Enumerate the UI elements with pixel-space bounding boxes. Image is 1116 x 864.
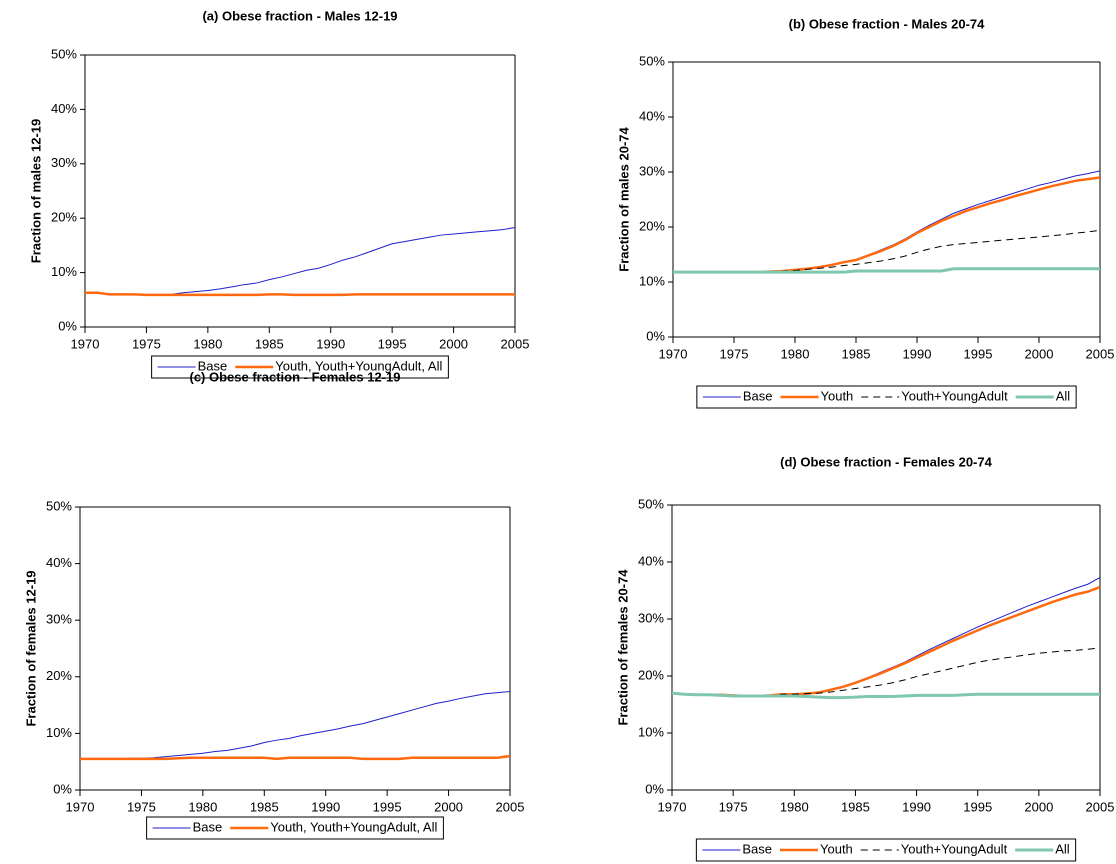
legend-label: Youth, Youth+YoungAdult, All [275,358,442,373]
legend: Base Youth Youth+YoungAdult All [696,385,1077,409]
x-tick-label: 1995 [378,336,407,351]
series-line [673,229,1101,273]
y-tick-label: 10% [638,724,664,739]
x-tick-label: 1970 [66,799,95,814]
x-tick-label: 1985 [255,336,284,351]
x-tick-label: 1975 [719,799,748,814]
x-tick-label: 1980 [781,346,810,361]
x-tick-label: 2005 [1086,799,1115,814]
x-tick-label: 2000 [439,336,468,351]
series-line [80,754,511,761]
y-tick-label: 30% [638,610,664,625]
legend-label: Youth [821,388,854,403]
legend-label: Youth [820,841,853,856]
y-tick-label: 20% [51,210,77,225]
x-tick-label: 1975 [132,336,161,351]
x-tick-label: 1970 [71,336,100,351]
y-tick-label: 10% [639,273,665,288]
x-tick-label: 1990 [903,346,932,361]
x-tick-label: 1990 [902,799,931,814]
x-tick-label: 1985 [842,346,871,361]
y-tick-label: 10% [46,725,72,740]
chart-title: (d) Obese fraction - Females 20-74 [780,454,992,469]
x-tick-label: 1990 [311,799,340,814]
y-tick-label: 30% [639,163,665,178]
legend-label: Base [193,819,223,834]
series-line [85,226,516,296]
series-line [671,691,1100,700]
y-axis-label: Fraction of females 20-74 [615,569,630,726]
x-tick-label: 1985 [250,799,279,814]
chart-title: (c) Obese fraction - Females 12-19 [190,369,401,384]
y-tick-label: 0% [58,318,77,333]
legend-box [146,816,444,840]
y-tick-label: 40% [46,555,72,570]
series-line [80,691,511,760]
legend-label: All [1055,841,1070,856]
legend-label: Base [198,358,228,373]
legend-label: Base [742,841,772,856]
x-tick-label: 2005 [496,799,525,814]
series-line [85,291,515,297]
legend: Base Youth, Youth+YoungAdult, All [146,816,444,840]
x-tick-label: 1995 [373,799,402,814]
x-tick-label: 1995 [964,346,993,361]
legend-label: Base [743,388,773,403]
legend-label: Youth+YoungAdult [901,388,1008,403]
y-tick-label: 50% [639,53,665,68]
series-line [673,176,1101,274]
y-tick-label: 50% [46,498,72,513]
y-tick-label: 40% [51,101,77,116]
y-tick-label: 20% [46,668,72,683]
series-line [673,170,1101,273]
y-tick-label: 0% [646,328,665,343]
legend-label: All [1056,388,1071,403]
x-tick-label: 2005 [501,336,530,351]
x-tick-label: 1980 [188,799,217,814]
x-tick-label: 1980 [193,336,222,351]
legend-label: Youth, Youth+YoungAdult, All [270,819,437,834]
series-line [673,267,1100,274]
x-tick-label: 1995 [963,799,992,814]
legend: Base Youth, Youth+YoungAdult, All [151,355,449,379]
x-tick-label: 1985 [841,799,870,814]
x-tick-label: 2000 [1024,799,1053,814]
y-axis-label: Fraction of males 20-74 [616,126,631,271]
chart-title: (b) Obese fraction - Males 20-74 [789,16,986,31]
x-tick-label: 2000 [1025,346,1054,361]
y-tick-label: 30% [51,155,77,170]
x-tick-label: 1970 [659,346,688,361]
x-tick-label: 1980 [780,799,809,814]
x-tick-label: 1990 [316,336,345,351]
legend-box [151,355,449,379]
y-tick-label: 10% [51,264,77,279]
x-tick-label: 1975 [127,799,156,814]
y-tick-label: 40% [638,553,664,568]
y-tick-label: 0% [645,781,664,796]
y-axis-label: Fraction of males 12-19 [28,119,43,264]
x-tick-label: 1970 [658,799,687,814]
legend-label: Youth+YoungAdult [901,841,1008,856]
legend: Base Youth Youth+YoungAdult All [695,838,1077,862]
y-tick-label: 50% [638,496,664,511]
y-tick-label: 20% [638,667,664,682]
x-tick-label: 2005 [1086,346,1115,361]
chart-title: (a) Obese fraction - Males 12-19 [202,8,397,23]
series-line [671,647,1101,697]
y-tick-label: 0% [53,781,72,796]
y-tick-label: 20% [639,218,665,233]
x-tick-label: 1975 [720,346,749,361]
y-tick-label: 40% [639,108,665,123]
y-axis-label: Fraction of females 12-19 [23,570,38,726]
series-line [671,576,1101,697]
y-tick-label: 50% [51,46,77,61]
x-tick-label: 2000 [434,799,463,814]
y-tick-label: 30% [46,612,72,627]
